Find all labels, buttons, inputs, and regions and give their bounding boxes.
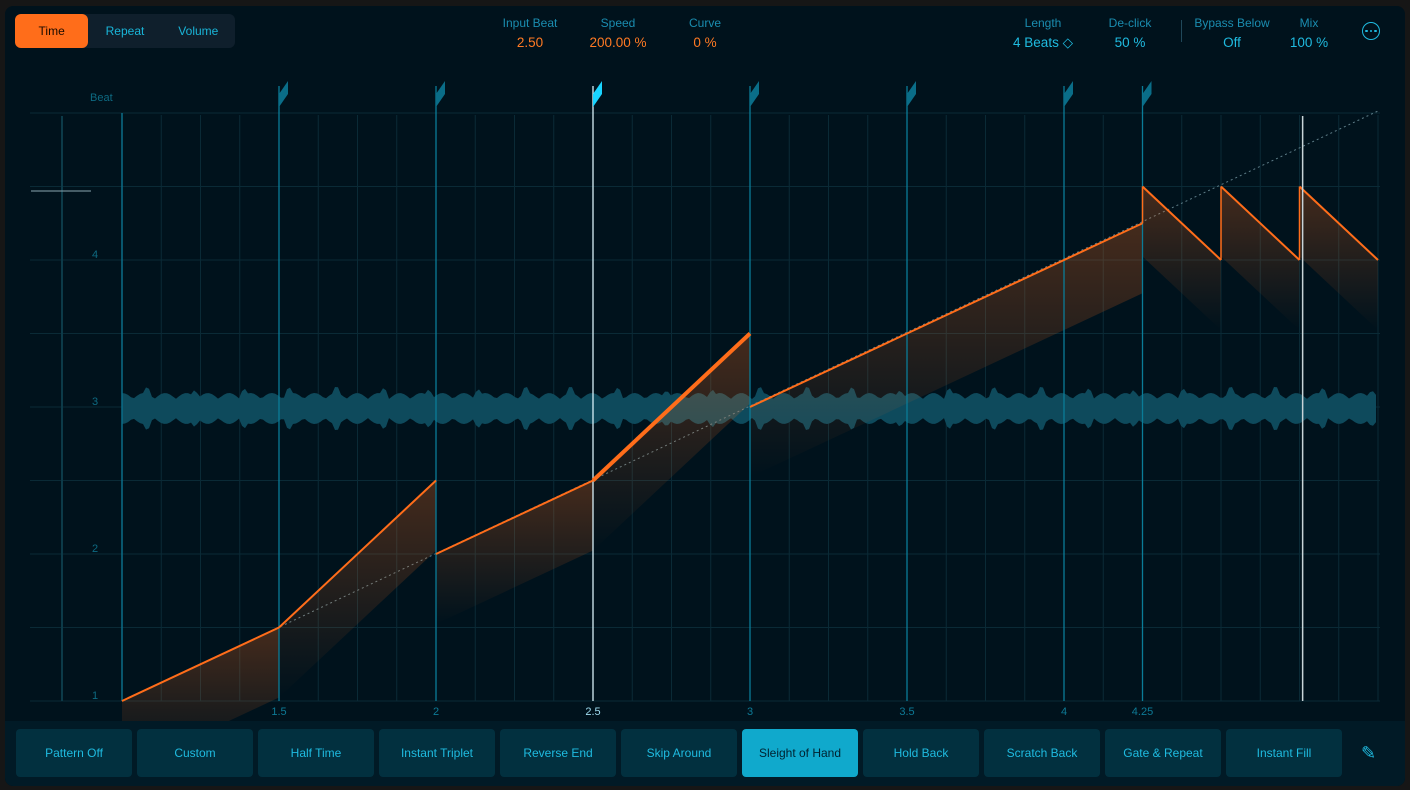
bypass-below-param[interactable]: Bypass Below Off <box>1194 16 1269 50</box>
x-tick-label: 3.5 <box>899 706 914 718</box>
segment-shade <box>436 480 593 624</box>
curve-param[interactable]: Curve 0 % <box>689 16 721 50</box>
time-curve-segment[interactable] <box>591 332 752 482</box>
x-tick-label: 2 <box>433 706 439 718</box>
y-tick-label: 1 <box>92 690 98 702</box>
ellipsis-circle-icon[interactable] <box>1362 22 1380 40</box>
label: Curve <box>688 16 722 30</box>
pencil-icon[interactable]: ✎ <box>1361 743 1377 763</box>
pattern-button[interactable]: Reverse End <box>500 729 616 777</box>
segment-shade <box>279 480 436 698</box>
tab-time[interactable]: Time <box>15 14 89 48</box>
pattern-button[interactable]: Scratch Back <box>984 729 1100 777</box>
pattern-button[interactable]: Gate & Repeat <box>1105 729 1221 777</box>
slice-marker-flag[interactable] <box>750 81 759 107</box>
x-tick-label: 3 <box>747 706 753 718</box>
label: De-click <box>1108 16 1152 30</box>
beat-breaker-panel: Beat 1 2 3 4 1.5 2 2.5 3 3.5 4 4.25 Time Repeat Vol… <box>5 6 1405 786</box>
divider <box>1181 20 1182 42</box>
label: Bypass Below <box>1194 16 1270 30</box>
length-param[interactable]: Length 4 Beats ◇ <box>1013 16 1073 51</box>
x-tick-label: 1.5 <box>271 706 286 718</box>
pattern-button[interactable]: Custom <box>137 729 253 777</box>
time-curve-segment[interactable] <box>435 479 594 555</box>
segment-shade <box>1221 186 1300 330</box>
mix-param[interactable]: Mix 100 % <box>1290 16 1328 50</box>
segment-shade <box>750 223 1143 477</box>
label: Length <box>1024 16 1062 30</box>
declick-param[interactable]: De-click 50 % <box>1109 16 1152 50</box>
value[interactable]: 200.00 % <box>589 35 647 50</box>
time-curve-segment[interactable] <box>1141 185 1222 261</box>
time-curve-segment[interactable] <box>278 479 437 629</box>
value[interactable]: 0 % <box>693 35 717 50</box>
label: Speed <box>600 16 636 30</box>
segment-shade <box>1142 186 1221 330</box>
pattern-button[interactable]: Instant Triplet <box>379 729 495 777</box>
input-beat-param[interactable]: Input Beat 2.50 <box>503 16 558 50</box>
time-graph[interactable]: Beat 1 2 3 4 1.5 2 2.5 3 3.5 4 4.25 <box>5 6 1405 721</box>
label: Mix <box>1299 16 1319 30</box>
slice-marker-flag[interactable] <box>279 81 288 107</box>
speed-param[interactable]: Speed 200.00 % <box>589 16 646 50</box>
tab-repeat[interactable]: Repeat <box>105 24 145 38</box>
tab-volume[interactable]: Volume <box>178 24 219 38</box>
pattern-button[interactable]: Sleight of Hand <box>742 729 858 777</box>
pattern-button[interactable]: Instant Fill <box>1226 729 1342 777</box>
x-tick-label: 4.25 <box>1132 706 1153 718</box>
y-tick-label: 2 <box>92 543 98 555</box>
x-tick-label: 2.5 <box>585 706 600 718</box>
time-curve-segment[interactable] <box>121 626 280 702</box>
segment-shade <box>122 627 279 721</box>
value[interactable]: 50 % <box>1114 35 1146 50</box>
y-tick-label: 4 <box>92 249 98 261</box>
segment-shade <box>1299 186 1378 330</box>
segment-shade <box>593 333 750 551</box>
value[interactable]: 2.50 <box>516 35 544 50</box>
slice-marker-flag[interactable] <box>436 81 445 107</box>
value[interactable]: 100 % <box>1289 35 1329 50</box>
time-curve-segment[interactable] <box>1298 185 1379 261</box>
pattern-button[interactable]: Skip Around <box>621 729 737 777</box>
slice-marker-flag[interactable] <box>593 81 602 107</box>
time-curve-segment[interactable] <box>1220 185 1301 261</box>
pattern-bar: ✎ Pattern Off Custom Half Time Instant Trip… <box>5 721 1405 786</box>
slice-marker-flag[interactable] <box>1142 81 1152 107</box>
value[interactable]: Off <box>1223 35 1241 50</box>
x-tick-label: 4 <box>1061 706 1067 718</box>
label: Input Beat <box>502 16 558 30</box>
y-axis-title: Beat <box>90 92 113 104</box>
mode-tabs: Time Repeat Volume <box>15 14 235 48</box>
pattern-button[interactable]: Hold Back <box>863 729 979 777</box>
slice-marker-flag[interactable] <box>907 81 916 107</box>
value[interactable]: 4 Beats ◇ <box>1013 35 1073 50</box>
time-curve-segment[interactable] <box>749 222 1143 408</box>
pattern-button[interactable]: Half Time <box>258 729 374 777</box>
pattern-button[interactable]: Pattern Off <box>16 729 132 777</box>
y-tick-label: 3 <box>92 396 98 408</box>
slice-marker-flag[interactable] <box>1064 81 1073 107</box>
